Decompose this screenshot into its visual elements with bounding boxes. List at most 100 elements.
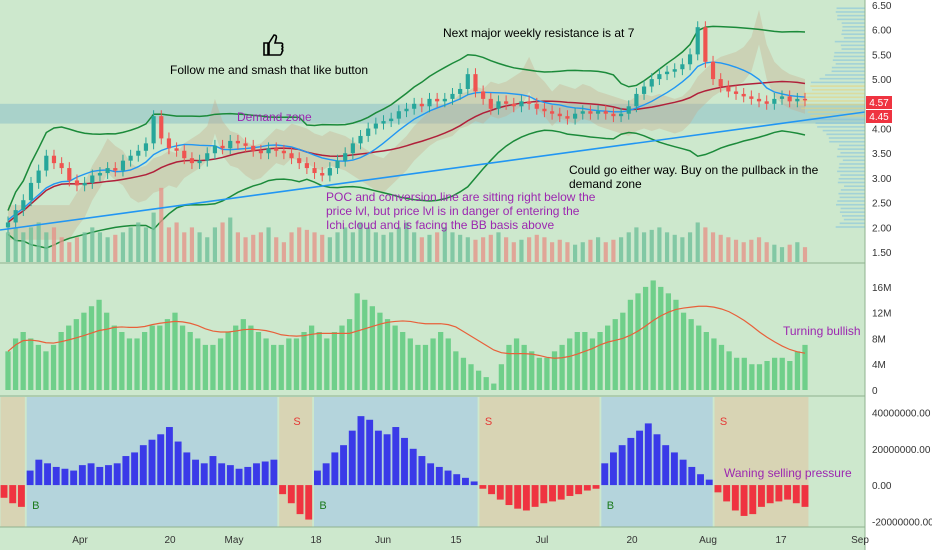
signal-label-s: S xyxy=(720,416,727,428)
volume-profile-bar xyxy=(801,108,865,110)
volume-profile-bar xyxy=(842,215,865,217)
price-volume-bar xyxy=(803,247,807,262)
histogram-bar xyxy=(9,485,16,503)
volume-profile-bar xyxy=(795,104,865,106)
volume-bar xyxy=(764,361,769,390)
volume-profile-bar xyxy=(826,134,865,136)
histogram-bar xyxy=(418,456,425,485)
price-tick: 2.00 xyxy=(872,223,892,234)
price-volume-bar xyxy=(243,237,247,262)
price-tick: 5.00 xyxy=(872,75,892,86)
histogram-bar xyxy=(183,452,190,485)
volume-profile-bar xyxy=(836,11,865,13)
histogram-bar xyxy=(445,471,452,486)
candle xyxy=(397,111,401,118)
price-volume-bar xyxy=(397,227,401,262)
volume-profile-bar xyxy=(837,7,865,9)
price-volume-bar xyxy=(374,232,378,262)
price-tick: 6.50 xyxy=(872,1,892,12)
histogram-bar xyxy=(288,485,295,503)
candle xyxy=(52,156,56,163)
histogram-bar xyxy=(166,427,173,485)
volume-bar xyxy=(658,287,663,390)
volume-profile-bar xyxy=(844,37,865,39)
price-tick: 4.00 xyxy=(872,125,892,136)
histogram-bar xyxy=(575,485,582,494)
volume-profile-bar xyxy=(823,130,865,132)
candle xyxy=(213,146,217,153)
histogram-bar xyxy=(270,460,277,485)
histogram-bar xyxy=(645,423,652,485)
price-volume-bar xyxy=(719,235,723,262)
candle xyxy=(657,74,661,79)
candle xyxy=(159,116,163,138)
candle xyxy=(44,156,48,171)
volume-bar xyxy=(590,338,595,390)
candle xyxy=(129,156,133,161)
x-tick-label: Jul xyxy=(536,535,549,546)
volume-bar xyxy=(157,326,162,390)
volume-profile-bar xyxy=(842,48,865,50)
volume-profile-bar xyxy=(841,189,865,191)
candle xyxy=(588,111,592,113)
histogram-bar xyxy=(775,485,782,501)
histogram-bar xyxy=(566,485,573,496)
price-volume-bar xyxy=(427,235,431,262)
volume-bar xyxy=(385,319,390,390)
volume-profile-bar xyxy=(840,197,865,199)
candle xyxy=(266,148,270,153)
candle xyxy=(481,91,485,98)
histogram-bar xyxy=(506,485,513,505)
price-volume-bar xyxy=(14,227,18,262)
volume-profile-bar xyxy=(812,89,865,91)
price-volume-bar xyxy=(44,232,48,262)
price-volume-bar xyxy=(312,232,316,262)
histogram-bar xyxy=(558,485,565,500)
candle xyxy=(251,146,255,151)
volume-tick: 0 xyxy=(872,386,878,397)
candle xyxy=(512,104,516,106)
volume-bar xyxy=(415,345,420,390)
volume-bar xyxy=(795,351,800,390)
price-volume-bar xyxy=(213,227,217,262)
price-volume-bar xyxy=(182,232,186,262)
volume-bar xyxy=(28,338,33,390)
price-volume-bar xyxy=(550,242,554,262)
candle xyxy=(297,158,301,163)
volume-bar xyxy=(423,345,428,390)
histogram-tick: 0.00 xyxy=(872,481,892,492)
volume-profile-bar xyxy=(829,137,865,139)
price-volume-bar xyxy=(98,232,102,262)
price-volume-bar xyxy=(266,227,270,262)
signal-label-s: S xyxy=(293,416,300,428)
volume-profile-bar xyxy=(840,222,865,224)
price-volume-bar xyxy=(236,232,240,262)
price-volume-bar xyxy=(21,232,25,262)
candle xyxy=(37,171,41,183)
price-volume-bar xyxy=(220,222,224,262)
volume-bar xyxy=(468,364,473,390)
volume-bar xyxy=(552,351,557,390)
price-volume-bar xyxy=(190,227,194,262)
price-volume-bar xyxy=(443,227,447,262)
volume-bar xyxy=(279,345,284,390)
price-volume-bar xyxy=(113,235,117,262)
price-volume-bar xyxy=(37,222,41,262)
volume-bar xyxy=(134,338,139,390)
candle xyxy=(167,138,171,148)
either-way-annotation-line2: demand zone xyxy=(569,177,642,191)
candle xyxy=(581,111,585,113)
price-volume-bar xyxy=(381,235,385,262)
histogram-bar xyxy=(758,485,765,507)
histogram-bar xyxy=(305,485,312,519)
volume-profile-bar xyxy=(839,178,865,180)
price-volume-bar xyxy=(274,237,278,262)
price-volume-bar xyxy=(535,235,539,262)
candle xyxy=(197,161,201,163)
volume-profile-bar xyxy=(834,56,865,58)
volume-profile-bar xyxy=(825,74,865,76)
histogram-bar xyxy=(227,465,234,485)
x-tick-label: Aug xyxy=(699,535,717,546)
volume-profile-bar xyxy=(844,219,865,221)
candle xyxy=(389,119,393,121)
